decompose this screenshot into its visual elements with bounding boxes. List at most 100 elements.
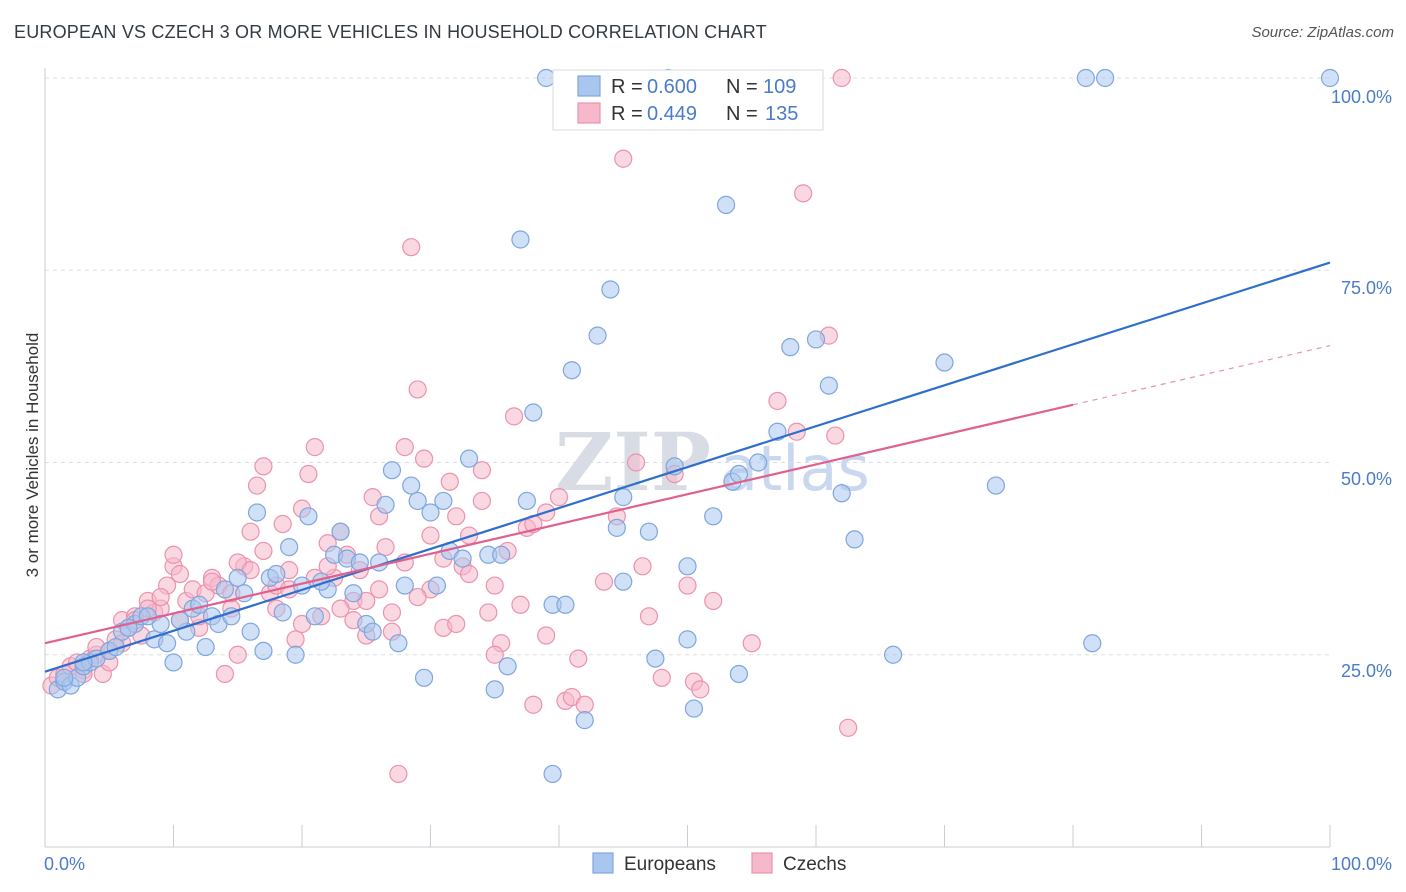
czech-point-127 [459,564,479,584]
axes [44,68,1331,848]
european-point-32 [280,537,299,557]
y-tick-label-25: 25.0% [1341,661,1392,681]
european-point-71 [588,326,607,345]
czech-point-55 [389,764,408,784]
czech-point-72 [524,695,543,714]
european-point-19 [196,637,215,657]
y-tick-label-75: 75.0% [1341,278,1392,298]
czech-point-90 [742,634,761,653]
czech-point-58 [408,380,427,399]
czech-point-81 [626,453,646,472]
czech-point-67 [479,603,498,622]
european-point-46 [382,461,402,480]
european-point-62 [511,230,530,249]
european-point-43 [363,622,382,641]
chart-title: EUROPEAN VS CZECH 3 OR MORE VEHICLES IN … [14,22,767,42]
european-point-82 [684,699,704,718]
czech-point-120 [370,580,389,599]
european-point-75 [614,572,633,591]
european-point-93 [832,484,851,503]
czech-point-37 [273,514,292,534]
source-credit: Source: ZipAtlas.com [1251,24,1394,41]
legend-r-value-0: 0.600 [647,76,697,98]
bottom-legend-swatch-czechs [751,852,773,874]
legend-n-label-1: N = [726,103,758,125]
czech-point-133 [537,626,556,645]
czech-point-20 [164,545,183,564]
czech-point-104 [151,587,170,607]
series-legend: Europeans Czechs [592,852,846,875]
bottom-legend-swatch-europeans [592,852,614,874]
european-point-92 [819,376,838,395]
european-point-24 [228,568,247,587]
european-point-100 [1096,68,1115,88]
european-point-95 [883,645,903,664]
european-point-14 [157,634,177,653]
european-point-88 [749,453,768,472]
czech-point-126 [447,614,466,634]
european-point-87 [729,664,749,684]
czech-point-39 [286,630,305,649]
european-point-94 [845,530,864,549]
bottom-legend-label-europeans: Europeans [624,854,716,875]
x-tick-label-1: 100.0% [1331,854,1392,874]
european-point-64 [524,403,543,422]
czech-point-76 [569,649,588,668]
x-tick-label-0: 0.0% [44,854,85,874]
european-point-26 [241,622,260,641]
european-point-63 [517,491,536,511]
czech-point-78 [594,572,614,591]
european-point-97 [986,476,1006,495]
european-point-90 [781,338,800,357]
czech-point-86 [678,576,697,595]
european-point-72 [601,280,620,299]
czech-point-70 [504,407,524,426]
bottom-legend-label-czechs: Czechs [783,854,846,875]
czech-point-84 [652,668,671,687]
legend-r-label-1: R = [611,103,643,125]
european-point-30 [267,564,286,584]
czech-point-54 [382,603,402,622]
european-point-91 [806,330,826,349]
europeans-trend-line [44,261,1331,673]
european-point-96 [935,353,954,372]
czech-point-59 [414,449,434,468]
legend-n-label-0: N = [726,76,758,98]
czech-point-95 [826,426,845,445]
czech-point-34 [254,457,273,476]
european-point-48 [395,576,414,595]
european-point-61 [498,657,517,676]
y-axis-title: 3 or more Vehicles in Household [23,333,42,578]
european-point-27 [247,503,267,522]
european-point-53 [427,576,447,595]
european-point-74 [614,488,633,507]
european-point-77 [646,649,665,668]
legend-swatch-europeans [577,75,601,97]
correlation-legend: R = 0.600 N = 109 R = 0.449 N = 135 [552,69,824,131]
european-point-105 [138,607,157,626]
european-point-22 [215,580,234,599]
european-point-69 [562,361,581,380]
czech-point-41 [299,464,318,484]
legend-n-value-1: 135 [765,103,798,125]
european-point-80 [678,557,697,576]
czech-point-111 [254,541,273,561]
czech-point-128 [472,491,491,511]
y-tick-label-50: 50.0% [1341,469,1392,489]
y-tick-label-100: 100.0% [1331,87,1392,107]
czech-point-77 [575,695,594,714]
czech-point-89 [704,591,723,611]
czech-point-53 [376,537,395,557]
european-point-47 [389,634,408,653]
czech-point-32 [241,522,260,541]
czech-point-56 [395,438,414,457]
czech-point-96 [832,68,851,88]
legend-r-value-1: 0.449 [647,103,697,125]
czechs-trend-line [44,403,1074,645]
czech-point-66 [472,461,491,480]
european-point-70 [575,711,594,730]
european-point-59 [485,680,504,699]
legend-r-label-0: R = [611,76,643,98]
european-point-66 [543,764,562,784]
czech-point-30 [228,645,247,664]
